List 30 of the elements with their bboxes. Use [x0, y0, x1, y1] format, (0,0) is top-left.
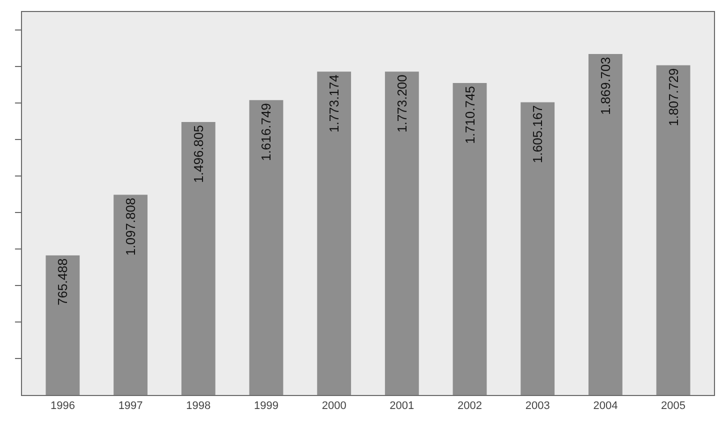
bar — [114, 194, 148, 395]
x-tick-label: 1997 — [118, 400, 143, 412]
data-label: 1.605.167 — [530, 105, 546, 164]
data-label: 1.496.805 — [190, 125, 206, 183]
x-tick-label: 1998 — [186, 400, 211, 412]
data-label: 1.869.703 — [598, 57, 613, 115]
x-tick-label: 1999 — [254, 400, 278, 412]
data-label: 1.773.200 — [394, 74, 410, 132]
bar — [249, 100, 284, 395]
data-label: 1.616.749 — [258, 103, 274, 161]
x-tick-label: 2003 — [525, 400, 550, 412]
x-tick-label: 2002 — [458, 400, 482, 412]
data-label: 1.097.808 — [123, 198, 138, 256]
bar — [181, 122, 216, 395]
data-label: 1.710.745 — [462, 86, 478, 144]
bar — [46, 255, 80, 395]
bar — [384, 72, 419, 395]
x-tick-label: 1996 — [50, 400, 75, 412]
bar — [452, 82, 487, 395]
x-tick-label: 2000 — [322, 400, 346, 412]
x-tick-label: 2005 — [661, 400, 686, 412]
data-label: 1.807.729 — [666, 68, 681, 126]
x-tick-label: 2001 — [390, 400, 414, 412]
bar — [317, 72, 352, 395]
bar — [656, 65, 690, 395]
data-label: 1.773.174 — [326, 74, 342, 132]
x-tick-label: 2004 — [593, 400, 618, 412]
data-label: 765.488 — [55, 258, 70, 306]
bar — [520, 102, 555, 395]
bar — [588, 54, 622, 395]
